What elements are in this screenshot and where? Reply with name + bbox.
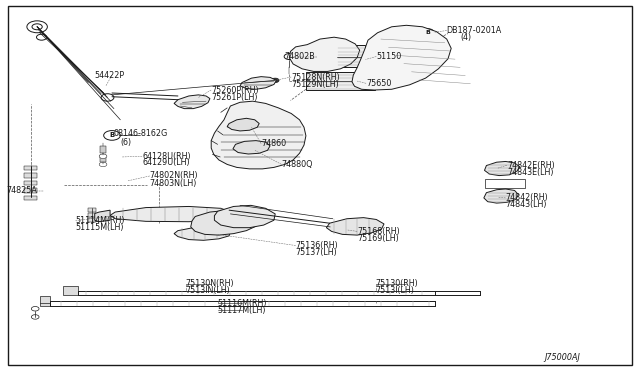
Text: 75136(RH): 75136(RH) xyxy=(296,241,339,250)
Text: 64128U(RH): 64128U(RH) xyxy=(142,152,191,161)
Polygon shape xyxy=(326,218,384,235)
Circle shape xyxy=(36,34,47,40)
Circle shape xyxy=(32,24,42,30)
Polygon shape xyxy=(233,141,270,154)
Text: 54422P: 54422P xyxy=(95,71,125,80)
Text: 75260P(RH): 75260P(RH) xyxy=(211,86,259,94)
Circle shape xyxy=(284,54,294,60)
Text: 74843(LH): 74843(LH) xyxy=(506,201,547,209)
Circle shape xyxy=(31,315,39,319)
Text: 08146-8162G: 08146-8162G xyxy=(114,129,168,138)
Text: 51116M(RH): 51116M(RH) xyxy=(218,299,267,308)
Text: 74802B: 74802B xyxy=(285,52,316,61)
Text: 51114M(RH): 51114M(RH) xyxy=(76,216,125,225)
Text: 75130N(RH): 75130N(RH) xyxy=(186,279,234,288)
Polygon shape xyxy=(240,77,276,89)
Bar xyxy=(63,286,78,295)
Text: 74825A: 74825A xyxy=(6,186,37,195)
Circle shape xyxy=(421,29,434,36)
Text: 7513IN(LH): 7513IN(LH) xyxy=(186,286,230,295)
Text: (4): (4) xyxy=(461,33,472,42)
Bar xyxy=(337,45,365,67)
Text: B: B xyxy=(425,30,430,35)
Text: 74803N(LH): 74803N(LH) xyxy=(150,179,197,187)
Text: 75169(LH): 75169(LH) xyxy=(357,234,399,243)
Bar xyxy=(88,213,96,217)
Circle shape xyxy=(99,154,107,158)
Text: 74843E(LH): 74843E(LH) xyxy=(507,168,554,177)
Bar xyxy=(88,218,96,222)
Polygon shape xyxy=(214,205,275,228)
Polygon shape xyxy=(174,95,210,109)
Polygon shape xyxy=(484,161,520,176)
Polygon shape xyxy=(191,210,259,235)
Polygon shape xyxy=(484,189,518,203)
Text: 75137(LH): 75137(LH) xyxy=(296,248,337,257)
Text: 75130(RH): 75130(RH) xyxy=(376,279,419,288)
Bar xyxy=(485,179,525,188)
Text: DB187-0201A: DB187-0201A xyxy=(447,26,502,35)
Polygon shape xyxy=(227,118,259,131)
Text: 74842E(RH): 74842E(RH) xyxy=(507,161,555,170)
Bar xyxy=(24,173,37,178)
Text: 74860: 74860 xyxy=(261,139,286,148)
Polygon shape xyxy=(352,25,451,90)
Circle shape xyxy=(31,307,39,311)
Bar xyxy=(24,196,37,200)
Bar xyxy=(40,296,50,306)
Bar xyxy=(306,72,375,90)
Text: 75261P(LH): 75261P(LH) xyxy=(211,93,258,102)
Text: J75000AJ: J75000AJ xyxy=(544,353,580,362)
Text: 64129U(LH): 64129U(LH) xyxy=(142,158,189,167)
Bar xyxy=(24,188,37,193)
Polygon shape xyxy=(174,226,230,240)
Text: 75168(RH): 75168(RH) xyxy=(357,227,400,236)
Text: 7513I(LH): 7513I(LH) xyxy=(376,286,415,295)
Text: 75129N(LH): 75129N(LH) xyxy=(291,80,339,89)
Text: 75650: 75650 xyxy=(366,79,392,88)
Text: 51150: 51150 xyxy=(376,52,401,61)
Text: 51117M(LH): 51117M(LH) xyxy=(218,306,266,315)
Bar xyxy=(24,166,37,170)
Polygon shape xyxy=(211,101,306,169)
Text: 51115M(LH): 51115M(LH) xyxy=(76,223,124,232)
Text: (6): (6) xyxy=(120,138,131,147)
Bar xyxy=(100,155,106,162)
Text: 74802N(RH): 74802N(RH) xyxy=(150,171,198,180)
Text: 74880Q: 74880Q xyxy=(282,160,313,169)
Bar xyxy=(100,146,106,153)
Circle shape xyxy=(99,162,107,167)
Text: B: B xyxy=(109,132,115,138)
Text: 75128N(RH): 75128N(RH) xyxy=(291,73,340,81)
Polygon shape xyxy=(289,37,360,71)
Polygon shape xyxy=(95,210,110,222)
Bar xyxy=(88,208,96,212)
Circle shape xyxy=(271,78,279,83)
Bar xyxy=(24,181,37,185)
Circle shape xyxy=(104,131,120,140)
Polygon shape xyxy=(110,206,229,222)
Text: 74842(RH): 74842(RH) xyxy=(506,193,548,202)
Circle shape xyxy=(101,94,114,101)
